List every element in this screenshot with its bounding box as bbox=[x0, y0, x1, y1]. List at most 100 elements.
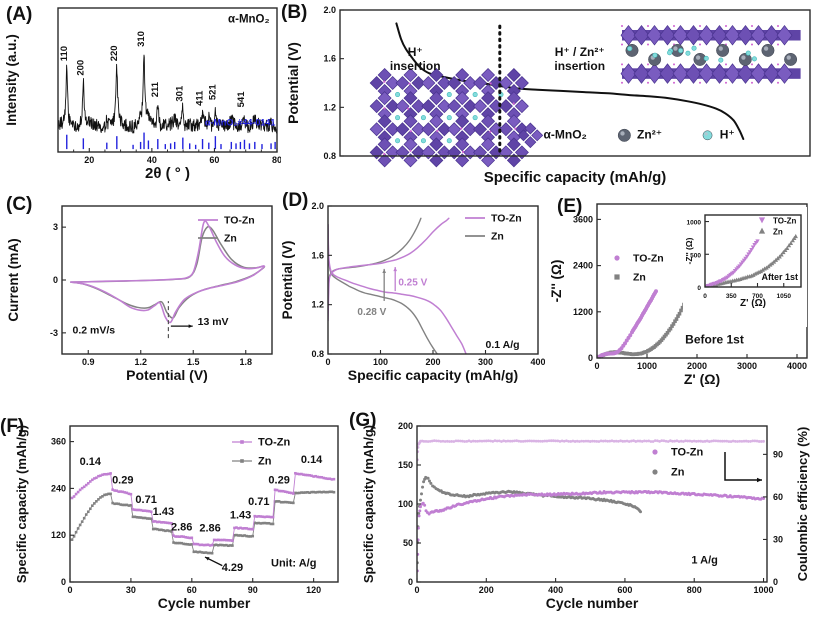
svg-text:0.8: 0.8 bbox=[311, 349, 324, 359]
panel-e-inset-chart: 0 350 700 1050 0 500 1000 Z' (Ω) -Z'' (Ω) TO-Zn Zn… bbox=[683, 207, 807, 327]
panel-b-chart: 0.8 1.2 1.6 2.0 Specific capacity (mAh/g) Pot… bbox=[285, 5, 811, 186]
svg-text:1.43: 1.43 bbox=[230, 509, 251, 521]
svg-text:2.0: 2.0 bbox=[311, 201, 324, 211]
svg-text:240: 240 bbox=[51, 483, 66, 493]
svg-text:30: 30 bbox=[126, 585, 136, 595]
svg-text:2.0: 2.0 bbox=[323, 5, 336, 15]
svg-text:1.6: 1.6 bbox=[311, 250, 324, 260]
svg-text:Zn: Zn bbox=[224, 233, 237, 245]
svg-text:1000: 1000 bbox=[754, 585, 774, 595]
svg-text:0: 0 bbox=[697, 285, 701, 292]
svg-text:Before 1st: Before 1st bbox=[685, 332, 744, 346]
svg-text:1.2: 1.2 bbox=[323, 102, 336, 112]
svg-text:Current (mA): Current (mA) bbox=[6, 238, 21, 321]
svg-text:TO-Zn: TO-Zn bbox=[224, 215, 255, 227]
svg-text:H⁺ / Zn²⁺insertion: H⁺ / Zn²⁺ insertion bbox=[554, 45, 605, 73]
svg-text:0.9: 0.9 bbox=[82, 357, 95, 367]
svg-text:Coulombic efficiency (%): Coulombic efficiency (%) bbox=[795, 427, 810, 582]
panel-f-label: (F) bbox=[0, 416, 25, 437]
svg-text:90: 90 bbox=[248, 585, 258, 595]
svg-text:2θ ( ° ): 2θ ( ° ) bbox=[145, 165, 190, 182]
svg-text:60: 60 bbox=[773, 492, 783, 502]
svg-text:400: 400 bbox=[548, 585, 563, 595]
svg-text:1.43: 1.43 bbox=[153, 506, 174, 518]
svg-text:350: 350 bbox=[726, 293, 737, 300]
svg-text:α-MnO₂: α-MnO₂ bbox=[544, 127, 587, 141]
svg-text:Cycle number: Cycle number bbox=[546, 595, 639, 611]
svg-text:400: 400 bbox=[530, 357, 545, 367]
svg-text:Zn: Zn bbox=[633, 272, 646, 284]
svg-text:2000: 2000 bbox=[687, 361, 707, 371]
svg-text:600: 600 bbox=[617, 585, 632, 595]
panel-d-chart: 0 100 200 300 400 0.8 1.2 1.6 2.0 Specific capaci… bbox=[282, 201, 545, 383]
svg-text:2.86: 2.86 bbox=[171, 522, 192, 534]
panel-f-rate-capability: (F) 0 30 60 90 120 0 120 240 360 Cycle number Spec… bbox=[0, 402, 345, 624]
svg-text:TO-Zn: TO-Zn bbox=[633, 253, 664, 265]
svg-text:1000: 1000 bbox=[637, 361, 657, 371]
svg-text:Intensity (a.u.): Intensity (a.u.) bbox=[4, 34, 19, 126]
svg-text:0.29: 0.29 bbox=[268, 475, 289, 487]
svg-text:Zn²⁺: Zn²⁺ bbox=[637, 127, 662, 141]
panel-b-label: (B) bbox=[281, 2, 308, 23]
svg-text:Zn: Zn bbox=[491, 231, 504, 243]
svg-text:0.2 mV/s: 0.2 mV/s bbox=[73, 325, 116, 337]
svg-text:1.8: 1.8 bbox=[239, 357, 252, 367]
svg-text:0.25 V: 0.25 V bbox=[398, 278, 427, 289]
svg-text:2.86: 2.86 bbox=[199, 523, 220, 535]
svg-text:1.6: 1.6 bbox=[323, 54, 336, 64]
svg-text:0: 0 bbox=[588, 353, 593, 363]
svg-text:Z' (Ω): Z' (Ω) bbox=[684, 371, 720, 387]
svg-text:TO-Zn: TO-Zn bbox=[491, 213, 522, 225]
svg-text:800: 800 bbox=[687, 585, 702, 595]
panel-a-xrd-pattern: (A) 20 40 60 80 2θ ( ° ) Intensity (a.u.) α-Mn… bbox=[0, 0, 281, 190]
svg-text:13 mV: 13 mV bbox=[198, 316, 229, 328]
svg-text:0: 0 bbox=[67, 585, 72, 595]
svg-text:541: 541 bbox=[236, 91, 247, 108]
svg-text:0: 0 bbox=[703, 293, 707, 300]
panel-b-discharge-mechanism: (B) 0.8 1.2 1.6 2.0 Specific capacity (mAh/g… bbox=[281, 0, 817, 190]
svg-text:200: 200 bbox=[425, 357, 440, 367]
svg-text:TO-Zn: TO-Zn bbox=[773, 217, 797, 226]
panel-g-chart: 0 200 400 600 800 10000501001502000306090Cycl… bbox=[361, 421, 810, 611]
svg-text:0.28 V: 0.28 V bbox=[357, 307, 386, 318]
svg-text:2400: 2400 bbox=[573, 261, 593, 271]
svg-text:100: 100 bbox=[398, 499, 413, 509]
svg-text:50: 50 bbox=[403, 538, 413, 548]
svg-text:0: 0 bbox=[53, 275, 58, 285]
svg-text:Unit: A/g: Unit: A/g bbox=[271, 557, 316, 569]
svg-text:Specific capacity (mAh/g): Specific capacity (mAh/g) bbox=[484, 169, 667, 186]
panel-a-label: (A) bbox=[6, 4, 33, 25]
svg-text:0.71: 0.71 bbox=[135, 494, 156, 506]
svg-text:100: 100 bbox=[373, 357, 388, 367]
svg-text:0: 0 bbox=[594, 361, 599, 371]
svg-text:Z' (Ω): Z' (Ω) bbox=[740, 298, 766, 309]
svg-text:-3: -3 bbox=[50, 328, 58, 338]
svg-text:TO-Zn: TO-Zn bbox=[258, 437, 290, 449]
svg-text:1.5: 1.5 bbox=[187, 357, 200, 367]
panel-a-chart: 20 40 60 80 2θ ( ° ) Intensity (a.u.) α-MnO₂ α-… bbox=[4, 7, 281, 182]
svg-text:301: 301 bbox=[175, 85, 186, 102]
svg-text:TO-Zn: TO-Zn bbox=[671, 447, 703, 459]
panel-e-nyquist-plot: (E) 0 1000 2000 3000 4000 0 1200 2400 3600 Z' (Ω)… bbox=[545, 190, 817, 402]
svg-text:0.8: 0.8 bbox=[323, 151, 336, 161]
svg-text:200: 200 bbox=[398, 421, 413, 431]
svg-text:0: 0 bbox=[408, 577, 413, 587]
svg-text:0: 0 bbox=[325, 357, 330, 367]
svg-text:Specific capacity (mAh/g): Specific capacity (mAh/g) bbox=[348, 367, 518, 383]
svg-text:200: 200 bbox=[75, 60, 86, 76]
svg-text:360: 360 bbox=[51, 437, 66, 447]
panel-g-label: (G) bbox=[349, 410, 377, 431]
svg-text:0.1 A/g: 0.1 A/g bbox=[486, 339, 520, 351]
panel-c-label: (C) bbox=[6, 194, 33, 215]
svg-text:0: 0 bbox=[61, 577, 66, 587]
svg-text:-Z'' (Ω): -Z'' (Ω) bbox=[549, 260, 564, 303]
svg-text:700: 700 bbox=[752, 293, 763, 300]
svg-text:4000: 4000 bbox=[787, 361, 807, 371]
panel-f-chart: 0 30 60 90 120 0 120 240 360 Cycle number Specific… bbox=[14, 425, 339, 611]
svg-text:310: 310 bbox=[136, 31, 147, 47]
panel-d-label: (D) bbox=[282, 190, 309, 211]
svg-text:Specific capacity (mAh/g): Specific capacity (mAh/g) bbox=[14, 425, 29, 583]
svg-text:40: 40 bbox=[147, 155, 157, 165]
svg-text:521: 521 bbox=[207, 84, 218, 101]
svg-text:1.2: 1.2 bbox=[134, 357, 147, 367]
